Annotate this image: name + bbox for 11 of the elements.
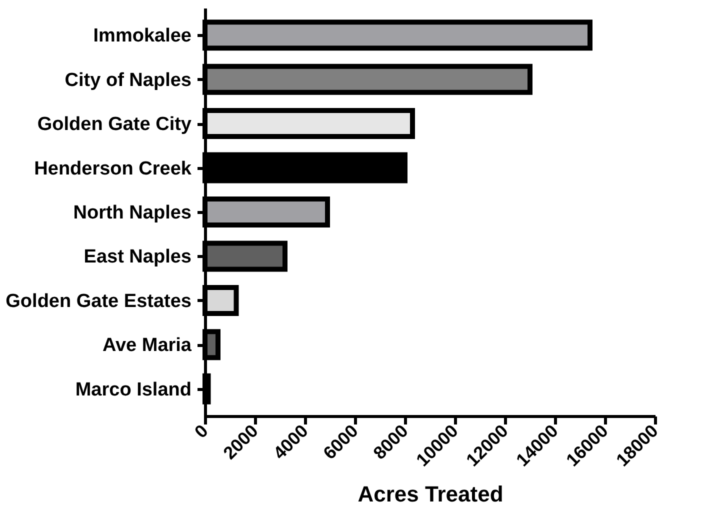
y-tick-label: North Naples <box>73 202 192 224</box>
x-axis-title: Acres Treated <box>358 481 504 506</box>
y-tick-label: Golden Gate City <box>37 114 192 136</box>
y-tick-label: Immokalee <box>93 26 192 47</box>
y-tick-label: Marco Island <box>75 379 192 400</box>
y-tick-label: Golden Gate Estates <box>6 290 192 312</box>
y-tick-label: City of Naples <box>64 70 192 91</box>
y-tick-label: Ave Maria <box>102 335 192 356</box>
y-tick-label: Henderson Creek <box>34 158 192 180</box>
y-tick-label: East Naples <box>84 246 192 268</box>
x-tick-label: 0 <box>190 420 212 442</box>
